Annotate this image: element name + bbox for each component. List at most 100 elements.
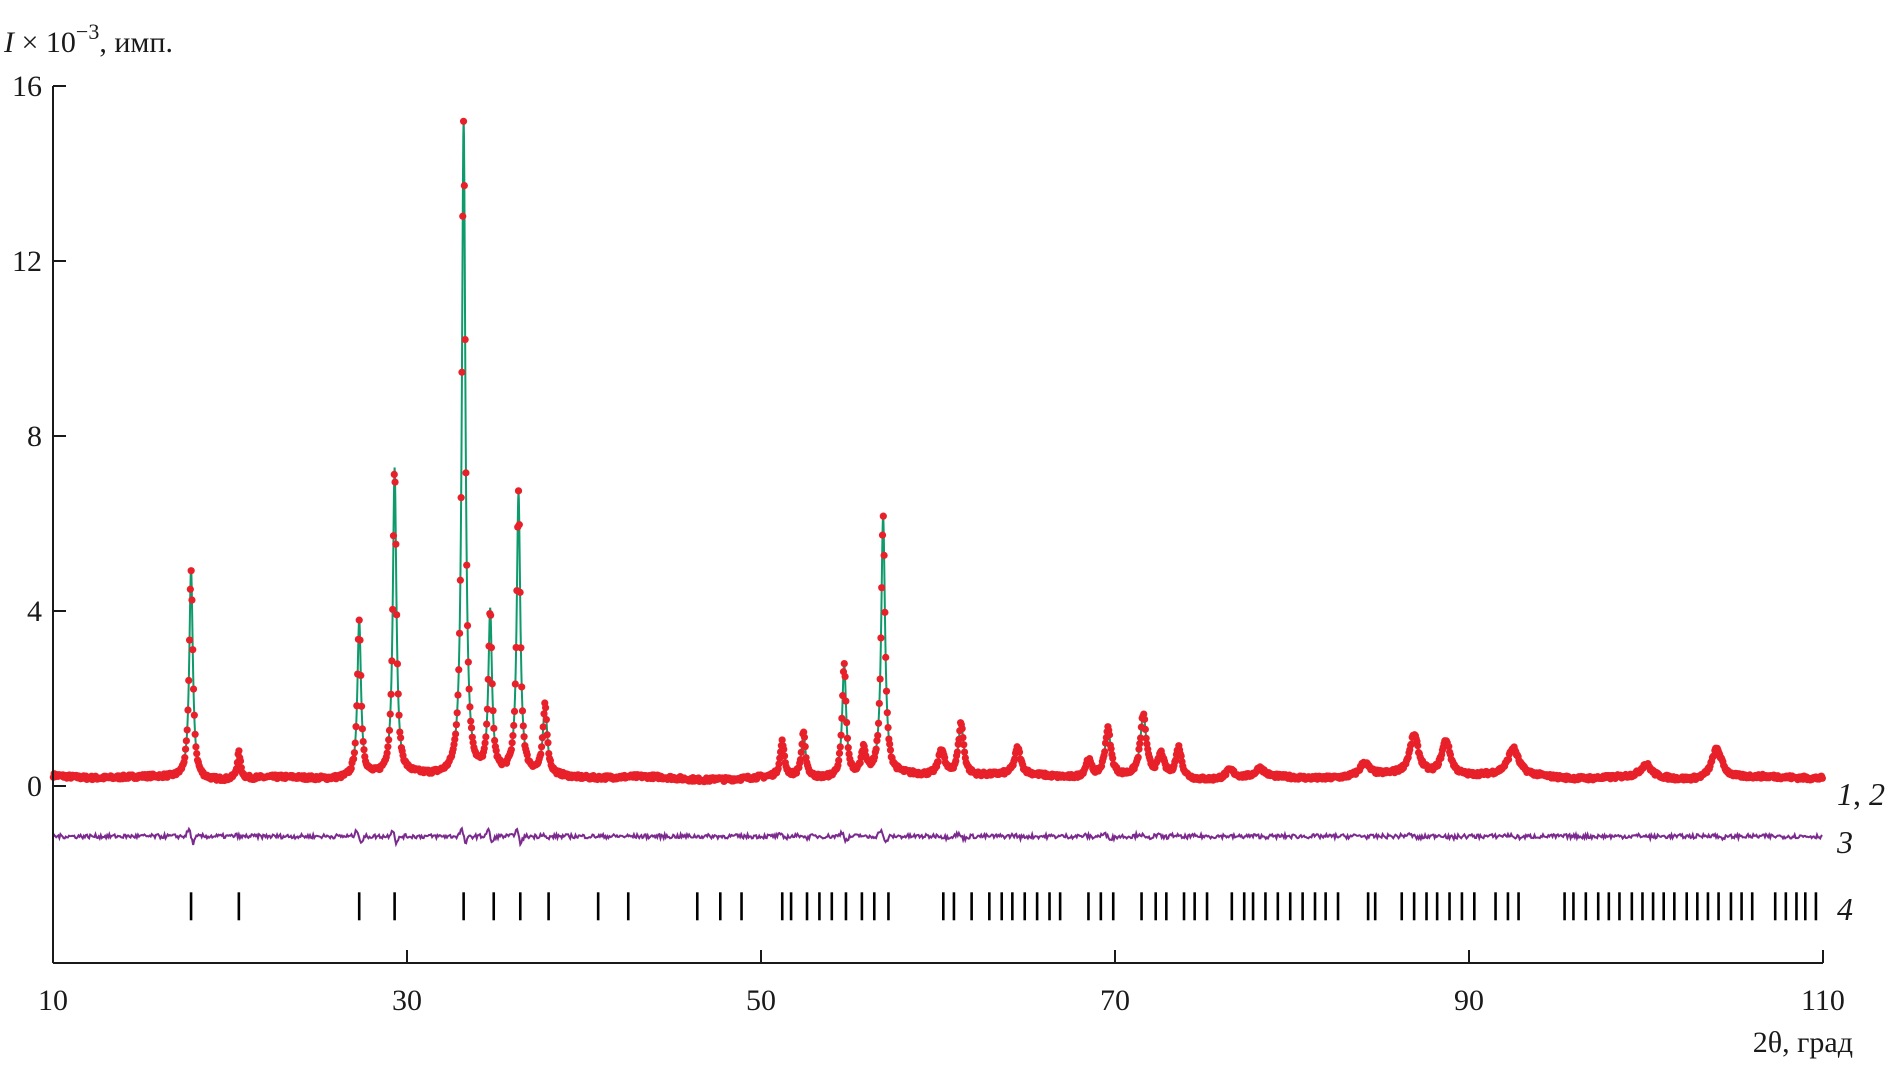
observed-point [357, 671, 365, 680]
observed-point [1107, 745, 1115, 753]
observed-point [453, 709, 461, 717]
observed-point [544, 739, 552, 747]
observed-point [489, 707, 497, 715]
observed-point [1136, 734, 1145, 742]
observed-point [451, 730, 460, 738]
series-label-3: 3 [1836, 824, 1853, 860]
observed-point [396, 728, 404, 736]
observed-point [1136, 740, 1144, 748]
observed-point [872, 745, 880, 753]
y-axis-label: I × 10−3, имп. [3, 19, 173, 59]
observed-point [235, 747, 243, 755]
observed-point [1101, 748, 1109, 756]
observed-point [953, 748, 961, 756]
observed-point [190, 711, 198, 719]
observed-point [1140, 710, 1148, 718]
observed-point [543, 731, 551, 739]
observed-point [183, 726, 191, 734]
observed-point [192, 743, 200, 751]
observed-point [1135, 745, 1143, 753]
observed-point [1011, 755, 1019, 763]
observed-point [467, 724, 476, 732]
series-label-1: 1 [1837, 776, 1853, 812]
observed-point [393, 611, 401, 619]
series-label-observed-calculated: 1, 2 [1837, 776, 1885, 812]
observed-point [454, 691, 462, 699]
observed-point [843, 718, 851, 727]
observed-point [351, 739, 359, 747]
observed-point [878, 584, 886, 592]
observed-point [359, 737, 367, 746]
observed-point [881, 608, 889, 616]
observed-point [466, 703, 474, 711]
observed-point [842, 697, 850, 705]
observed-point [388, 657, 396, 665]
series-label-separator: , [1853, 776, 1869, 812]
observed-point [509, 732, 517, 740]
observed-point [491, 736, 499, 745]
y-tick-label: 12 [12, 245, 42, 278]
observed-point [1172, 756, 1180, 764]
observed-point [462, 469, 470, 477]
observed-point [960, 741, 968, 749]
observed-point [185, 636, 194, 644]
axes [52, 86, 1824, 964]
y-tick-label: 0 [27, 770, 42, 803]
difference-curve [52, 826, 1823, 848]
observed-point [882, 653, 890, 661]
observed-point [394, 690, 402, 698]
plot-area [49, 117, 1826, 921]
observed-point [451, 735, 459, 743]
observed-point [883, 709, 891, 717]
observed-point [801, 742, 809, 751]
observed-point [355, 616, 363, 624]
observed-point [483, 705, 492, 713]
observed-point [481, 739, 489, 747]
observed-point [385, 726, 394, 734]
observed-point [482, 733, 490, 741]
observed-point [492, 747, 500, 755]
observed-point [523, 751, 531, 759]
observed-point [189, 685, 198, 693]
observed-point [775, 760, 783, 768]
observed-point [1407, 740, 1415, 748]
observed-point [516, 588, 524, 596]
observed-point [467, 717, 475, 725]
observed-point [356, 636, 364, 644]
observed-point [838, 714, 846, 722]
observed-point [510, 707, 519, 716]
observed-point [797, 748, 805, 756]
observed-point [350, 749, 359, 757]
observed-point [350, 755, 358, 763]
y-ticks: 0 4 8 12 16 [12, 70, 66, 803]
observed-point [463, 622, 472, 630]
observed-point [391, 478, 399, 486]
observed-point [780, 752, 789, 760]
observed-point [358, 702, 366, 710]
x-tick-label: 90 [1454, 984, 1484, 1017]
observed-point [181, 745, 190, 753]
observed-point [843, 734, 852, 742]
observed-point [958, 725, 966, 733]
y-axis-label-scale: × 10 [14, 26, 76, 59]
observed-point [874, 731, 882, 740]
observed-point [1140, 715, 1149, 723]
observed-point [800, 733, 809, 741]
observed-point [839, 692, 847, 700]
observed-point [395, 711, 403, 719]
observed-point [511, 680, 519, 688]
observed-point [518, 707, 527, 715]
observed-point [508, 739, 516, 747]
observed-point [541, 704, 550, 712]
observed-point [1109, 754, 1117, 762]
observed-point [457, 494, 465, 502]
observed-point [455, 629, 464, 637]
observed-point [236, 757, 245, 765]
observed-point [537, 750, 545, 758]
observed-point [397, 734, 405, 742]
observed-point [1504, 755, 1513, 763]
observed-point [186, 585, 194, 593]
observed-point [856, 759, 864, 767]
observed-point [383, 749, 391, 757]
